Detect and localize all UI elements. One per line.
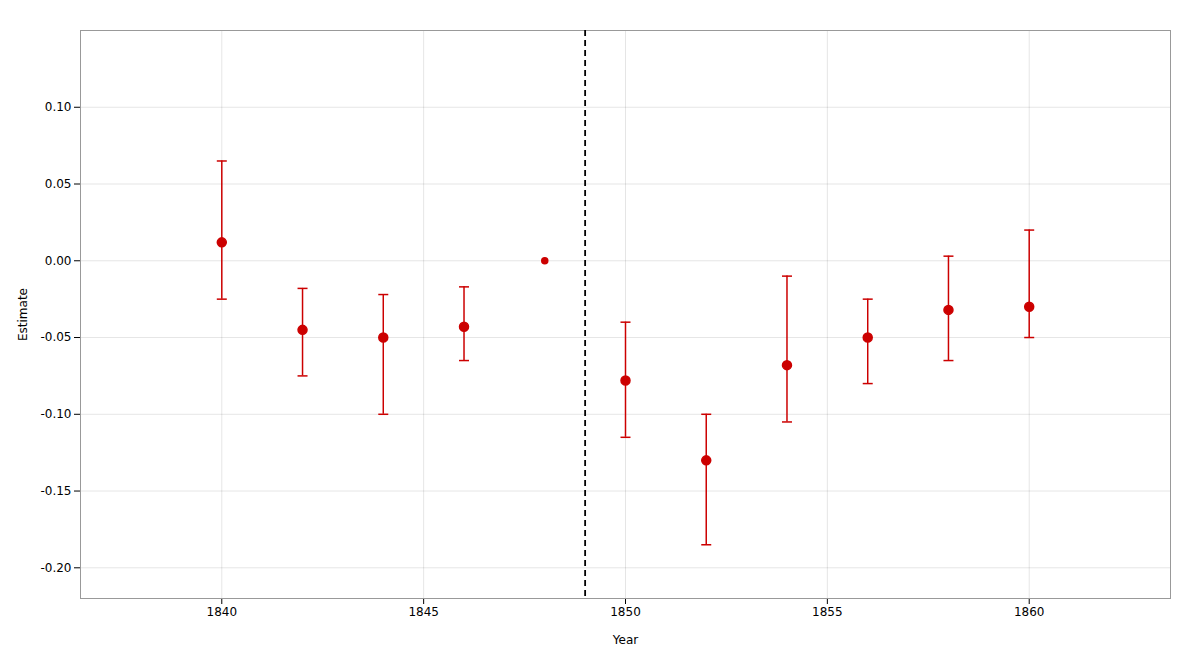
svg-text:Year: Year	[612, 633, 638, 647]
svg-text:-0.05: -0.05	[40, 330, 71, 344]
svg-text:1850: 1850	[610, 605, 641, 619]
svg-text:0.10: 0.10	[45, 100, 72, 114]
svg-text:1840: 1840	[207, 605, 238, 619]
svg-text:1855: 1855	[812, 605, 843, 619]
svg-text:Estimate: Estimate	[16, 288, 30, 341]
svg-text:1860: 1860	[1014, 605, 1045, 619]
svg-text:0.05: 0.05	[45, 177, 72, 191]
svg-text:1845: 1845	[408, 605, 439, 619]
svg-text:-0.20: -0.20	[40, 561, 71, 575]
svg-text:-0.15: -0.15	[40, 484, 71, 498]
svg-text:-0.10: -0.10	[40, 407, 71, 421]
svg-text:0.00: 0.00	[45, 254, 72, 268]
